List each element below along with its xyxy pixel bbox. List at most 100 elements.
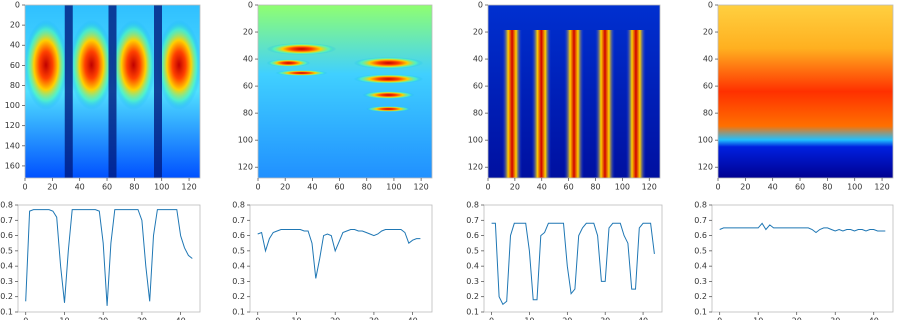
y-tick-label: 60 <box>703 82 713 91</box>
line-panel: 0 10 20 30 40 0.1 0.2 0.3 0.4 0.5 0.6 0.7 0.8 <box>466 201 663 320</box>
y-tick-label: 80 <box>473 109 483 118</box>
x-tick-label: 0 <box>715 183 720 192</box>
x-tick-label: 10 <box>753 317 763 320</box>
heatmap-streak <box>353 74 424 84</box>
y-tick-label: 0.6 <box>232 231 245 240</box>
y-tick-label: 0.4 <box>466 262 479 271</box>
y-tick-label: 0.4 <box>232 262 245 271</box>
y-tick-label: 40 <box>10 41 20 50</box>
plot-frame <box>711 204 894 313</box>
x-tick-label: 60 <box>334 183 344 192</box>
x-tick-label: 20 <box>562 317 572 320</box>
y-tick-label: 40 <box>243 55 253 64</box>
y-tick-label: 20 <box>703 28 713 37</box>
x-tick-label: 100 <box>154 183 169 192</box>
x-tick-label: 100 <box>386 183 401 192</box>
y-tick-label: 0.4 <box>0 262 13 271</box>
plot-frame <box>257 4 433 179</box>
y-tick-label: 0.6 <box>466 231 479 240</box>
heatmap-blob <box>69 20 114 110</box>
heatmap-band <box>154 5 162 178</box>
line-panel: 0 10 20 30 40 0.1 0.2 0.3 0.4 0.5 0.6 0.7 0.8 <box>232 201 433 320</box>
x-tick-label: 60 <box>102 183 112 192</box>
y-tick-label: 0.6 <box>0 231 13 240</box>
y-tick-label: 20 <box>473 28 483 37</box>
x-tick-label: 10 <box>291 317 301 320</box>
y-tick-label: 80 <box>703 109 713 118</box>
x-tick-label: 40 <box>307 183 317 192</box>
heatmap-stripe <box>531 30 552 178</box>
x-tick-label: 40 <box>408 317 418 320</box>
line-series <box>257 229 421 279</box>
x-tick-label: 40 <box>638 317 648 320</box>
line-series <box>491 222 655 306</box>
y-tick-label: 0.3 <box>0 277 13 286</box>
y-tick-label: 120 <box>238 163 253 172</box>
line-panel: 0 10 20 30 40 0.1 0.2 0.3 0.4 0.5 0.6 0.7 0.8 <box>694 201 894 320</box>
x-tick-label: 20 <box>510 183 520 192</box>
y-tick-label: 0.2 <box>466 292 479 301</box>
heatmap-stripe <box>594 30 615 178</box>
x-tick-label: 120 <box>413 183 428 192</box>
heatmap-streak <box>353 57 424 69</box>
x-tick-label: 20 <box>98 317 108 320</box>
y-tick-label: 0.7 <box>466 216 479 225</box>
y-tick-label: 0.8 <box>232 201 245 210</box>
y-tick-label: 0.1 <box>694 308 707 317</box>
heatmap-streak <box>275 70 328 76</box>
x-tick-label: 100 <box>615 183 630 192</box>
y-tick-label: 0.8 <box>466 201 479 210</box>
heatmap-stripe <box>625 30 646 178</box>
x-tick-label: 20 <box>330 317 340 320</box>
x-tick-label: 120 <box>642 183 657 192</box>
y-tick-label: 0.1 <box>466 308 479 317</box>
plot-frame <box>483 204 663 313</box>
y-tick-label: 40 <box>473 55 483 64</box>
x-tick-label: 40 <box>75 183 85 192</box>
line-series <box>719 222 886 234</box>
heatmap-bg <box>718 5 893 178</box>
y-tick-label: 0 <box>15 1 20 10</box>
y-tick-label: 0.2 <box>232 292 245 301</box>
y-tick-label: 0.5 <box>0 246 13 255</box>
y-tick-label: 0.7 <box>232 216 245 225</box>
heatmap-blob <box>24 20 68 110</box>
x-tick-label: 80 <box>590 183 600 192</box>
heatmap-panel: 0 20 40 60 80 100 120 0 20 40 60 80 100 120 140 160 <box>5 1 201 192</box>
y-tick-label: 20 <box>243 28 253 37</box>
heatmap-stripe <box>564 30 584 178</box>
x-tick-label: 120 <box>874 183 889 192</box>
plot-frame <box>17 204 201 313</box>
x-tick-label: 40 <box>869 317 879 320</box>
y-tick-label: 120 <box>468 163 483 172</box>
y-tick-label: 0.8 <box>0 201 13 210</box>
x-tick-label: 100 <box>847 183 862 192</box>
y-tick-label: 0.5 <box>466 246 479 255</box>
x-tick-label: 40 <box>537 183 547 192</box>
y-tick-label: 120 <box>5 121 20 130</box>
y-tick-label: 0.7 <box>694 216 707 225</box>
x-tick-label: 120 <box>181 183 196 192</box>
heatmap-streak <box>365 106 412 112</box>
heatmap-band <box>108 5 117 178</box>
y-tick-label: 100 <box>238 136 253 145</box>
y-tick-label: 120 <box>698 163 713 172</box>
y-tick-label: 60 <box>473 82 483 91</box>
x-tick-label: 40 <box>176 317 186 320</box>
heatmap-streak <box>362 91 415 99</box>
line-series <box>25 209 193 306</box>
x-tick-label: 0 <box>255 183 260 192</box>
heatmap-bg <box>258 5 432 178</box>
y-tick-label: 0 <box>248 1 253 10</box>
x-tick-label: 20 <box>740 183 750 192</box>
plot-frame <box>487 4 661 179</box>
heatmap-stripe <box>502 30 523 178</box>
line-panel: 0 10 20 30 40 0.1 0.2 0.3 0.4 0.5 0.6 0.7 0.8 <box>0 201 201 320</box>
plot-frame <box>249 204 433 313</box>
x-tick-label: 0 <box>22 183 27 192</box>
y-tick-label: 160 <box>5 161 20 170</box>
y-tick-label: 100 <box>698 136 713 145</box>
y-tick-label: 40 <box>703 55 713 64</box>
y-tick-label: 0.3 <box>466 277 479 286</box>
